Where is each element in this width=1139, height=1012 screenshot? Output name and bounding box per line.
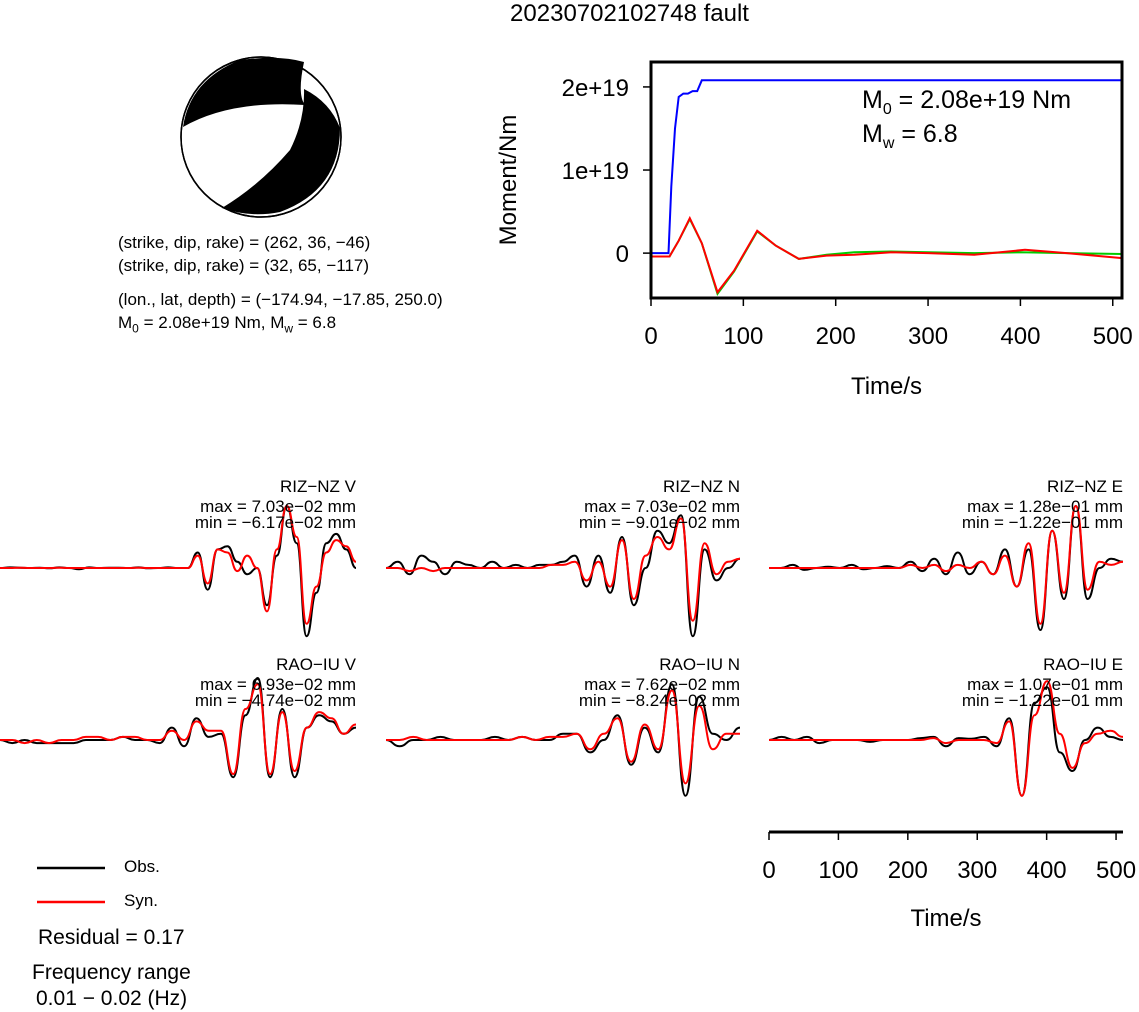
frequency-title: Frequency range [32, 961, 191, 984]
beachball-compressional-quadrant-lower [222, 89, 340, 215]
trace-syn-0 [0, 504, 357, 625]
trace-syn-3 [0, 683, 357, 776]
trace-syn-2 [769, 504, 1124, 625]
trace-min-label: min = −6.17e−02 mm [194, 513, 356, 532]
moment-xtick-label: 0 [644, 323, 657, 350]
trace-station-label: RIZ−NZ E [1046, 477, 1123, 496]
moment-xtick-label: 300 [908, 323, 948, 350]
waveform-xtick-label: 200 [888, 857, 928, 884]
moment-series-blue [651, 79, 1122, 255]
trace-min-label: min = −1.22e−01 mm [961, 691, 1123, 710]
residual-text: Residual = 0.17 [38, 926, 185, 949]
moment-xtick-label: 200 [816, 323, 856, 350]
moment-ytick-label: 2e+19 [562, 75, 629, 102]
moment-summary: M0 = 2.08e+19 Nm, Mw = 6.8 [118, 313, 337, 336]
page-title: 20230702102748 fault [510, 0, 749, 27]
trace-obs-3 [0, 676, 357, 779]
moment-ytick-label: 1e+19 [562, 158, 629, 185]
moment-xtick-label: 500 [1093, 323, 1133, 350]
beachball-compressional-quadrant-upper [183, 57, 305, 127]
magnitude-annotation: Mw = 6.8 [862, 120, 958, 152]
trace-max-label: max = 6.93e−02 mm [200, 675, 356, 694]
hypocenter-location: (lon., lat, depth) = (−174.94, −17.85, 2… [118, 290, 443, 309]
nodal-plane-1: (strike, dip, rake) = (262, 36, −46) [118, 233, 371, 252]
moment-annotation: M0 = 2.08e+19 Nm [862, 86, 1072, 118]
moment-ylabel: Moment/Nm [495, 115, 522, 246]
moment-ytick-label: 0 [616, 241, 629, 268]
trace-max-label: max = 7.03e−02 mm [584, 497, 740, 516]
trace-station-label: RIZ−NZ V [279, 477, 356, 496]
waveform-xlabel: Time/s [910, 905, 981, 932]
moment-xtick-label: 400 [1000, 323, 1040, 350]
nodal-plane-2: (strike, dip, rake) = (32, 65, −117) [118, 256, 370, 275]
trace-syn-5 [768, 680, 1124, 797]
trace-min-label: min = −1.22e−01 mm [961, 513, 1123, 532]
waveform-xtick-label: 400 [1027, 857, 1067, 884]
trace-max-label: max = 7.62e−02 mm [584, 675, 740, 694]
trace-syn-4 [385, 689, 740, 785]
waveform-xtick-label: 300 [957, 857, 997, 884]
trace-max-label: max = 7.03e−02 mm [200, 497, 356, 516]
trace-min-label: min = −8.24e−02 mm [578, 691, 740, 710]
trace-min-label: min = −4.74e−02 mm [194, 691, 356, 710]
legend-syn-label: Syn. [124, 891, 159, 910]
trace-syn-1 [386, 517, 741, 622]
trace-max-label: max = 1.07e−01 mm [967, 675, 1123, 694]
waveform-xtick-label: 100 [818, 857, 858, 884]
moment-xlabel: Time/s [851, 373, 922, 400]
moment-xtick-label: 100 [723, 323, 763, 350]
trace-station-label: RAO−IU V [276, 655, 356, 674]
moment-plot-frame [649, 60, 1124, 300]
waveform-xtick-label: 500 [1096, 857, 1136, 884]
trace-min-label: min = −9.01e−02 mm [578, 513, 740, 532]
moment-series-red [651, 215, 1123, 295]
legend-obs-label: Obs. [124, 857, 160, 876]
waveform-xtick-label: 0 [762, 857, 775, 884]
trace-obs-4 [385, 683, 741, 797]
trace-max-label: max = 1.28e−01 mm [967, 497, 1123, 516]
trace-station-label: RAO−IU N [659, 655, 740, 674]
trace-station-label: RAO−IU E [1043, 655, 1123, 674]
trace-station-label: RIZ−NZ N [663, 477, 740, 496]
frequency-range: 0.01 − 0.02 (Hz) [36, 987, 188, 1010]
